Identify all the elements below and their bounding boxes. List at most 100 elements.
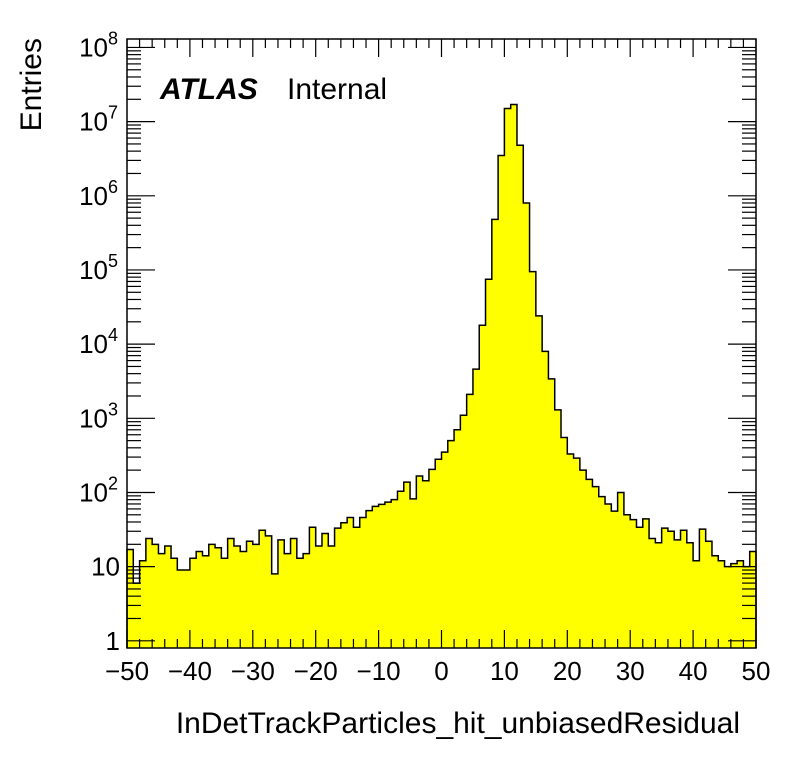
histogram-bar xyxy=(542,351,549,648)
histogram-bar xyxy=(221,558,229,648)
x-tick-label: −40 xyxy=(168,656,212,686)
histogram-bar xyxy=(246,541,254,648)
histogram-bar xyxy=(277,539,285,648)
histogram-bar xyxy=(516,145,524,649)
histogram-bar xyxy=(252,544,260,648)
histogram-bar xyxy=(699,529,707,648)
y-axis-ticks xyxy=(127,46,756,642)
x-axis-title: InDetTrackParticles_hit_unbiasedResidual xyxy=(176,707,740,740)
histogram-bar xyxy=(686,542,694,648)
histogram-bar xyxy=(636,527,644,648)
histogram-bar xyxy=(233,545,241,648)
histogram-bar xyxy=(391,499,398,648)
histogram-bar xyxy=(605,503,612,648)
x-tick-label: 50 xyxy=(742,656,771,686)
y-tick-exponent: 5 xyxy=(108,251,118,271)
y-tick-exponent: 8 xyxy=(108,28,118,48)
histogram-bar xyxy=(265,535,273,648)
y-tick-exponent: 6 xyxy=(108,177,118,197)
histogram-bar xyxy=(479,325,486,648)
histogram-bar xyxy=(171,558,178,648)
histogram-bar xyxy=(422,480,430,648)
histogram-bar xyxy=(139,560,147,648)
histogram-bar xyxy=(573,458,581,648)
histogram-bar xyxy=(661,528,669,648)
histogram-bar xyxy=(642,518,650,648)
histogram-bar xyxy=(296,558,304,648)
x-tick-label: 40 xyxy=(679,656,708,686)
histogram-bar xyxy=(617,492,625,648)
x-tick-label: −10 xyxy=(357,656,401,686)
atlas-status-label: Internal xyxy=(287,73,387,106)
histogram-bar xyxy=(384,502,392,648)
y-tick-exponent: 7 xyxy=(108,103,118,123)
histogram-bar xyxy=(397,491,405,648)
histogram-bar xyxy=(215,547,222,648)
y-tick-label: 1 xyxy=(106,626,120,656)
histogram-bar xyxy=(447,440,455,648)
histogram-bar xyxy=(730,563,738,648)
histogram-bar xyxy=(693,560,700,648)
y-tick-exponent: 3 xyxy=(108,399,118,419)
x-axis-tick-labels: −50 −40 −30 −20 −10 0 10 20 30 40 50 xyxy=(105,656,771,686)
histogram-bar xyxy=(366,510,373,648)
histogram-bar xyxy=(548,378,556,648)
histogram-bar xyxy=(202,555,210,648)
histogram-bar xyxy=(598,496,606,648)
histogram-bar xyxy=(743,566,751,648)
histogram-bar xyxy=(523,202,530,649)
histogram-bar xyxy=(472,369,480,648)
histogram-bar xyxy=(340,522,348,648)
histogram-bar xyxy=(535,315,543,648)
y-tick-exponent: 2 xyxy=(108,473,118,493)
histogram-bar xyxy=(315,545,323,648)
histogram-bar xyxy=(127,549,134,648)
histogram-bar xyxy=(441,452,449,648)
x-tick-label: 0 xyxy=(434,656,448,686)
histogram-bar xyxy=(460,415,468,648)
histogram-bar xyxy=(152,544,159,648)
histogram-bar xyxy=(737,560,744,648)
histogram-bar xyxy=(328,545,335,648)
x-tick-label: 20 xyxy=(553,656,582,686)
histogram-bar xyxy=(240,551,247,648)
histogram-bar xyxy=(321,533,329,648)
histogram-bar xyxy=(711,555,719,648)
atlas-label: ATLAS xyxy=(159,73,258,106)
histogram-bar xyxy=(567,454,574,648)
histogram-bar xyxy=(491,219,499,648)
y-axis-title: Entries xyxy=(15,38,48,131)
histogram-bar xyxy=(667,531,675,648)
histogram-outline xyxy=(126,103,757,648)
histogram-bar xyxy=(290,538,298,648)
histogram-bar xyxy=(372,506,379,648)
y-tick-exponent: 4 xyxy=(108,325,118,345)
histogram-bar xyxy=(227,538,235,648)
histogram-bar xyxy=(403,482,411,648)
histogram-bar xyxy=(347,517,354,648)
histogram-bar xyxy=(196,551,203,648)
histogram-bar xyxy=(177,570,185,648)
histogram-bar xyxy=(529,271,537,648)
histogram-bar xyxy=(718,560,725,648)
histogram-bar xyxy=(359,517,367,648)
histogram-bar xyxy=(271,573,279,648)
histogram-bar xyxy=(410,498,417,648)
histogram-bar xyxy=(334,528,342,648)
histogram-bar xyxy=(378,504,386,648)
histogram-bars xyxy=(127,104,757,649)
x-tick-label: −50 xyxy=(105,656,149,686)
histogram-bar xyxy=(183,570,191,648)
histogram-bar xyxy=(164,545,172,648)
histogram-bar xyxy=(649,538,656,648)
histogram-bar xyxy=(498,155,505,648)
histogram-bar xyxy=(623,514,631,648)
histogram-bar xyxy=(158,553,166,648)
x-axis-ticks xyxy=(126,39,757,648)
x-tick-label: 10 xyxy=(490,656,519,686)
histogram-bar xyxy=(561,437,568,648)
histogram-bar xyxy=(428,469,436,648)
histogram-bar xyxy=(145,538,153,648)
histogram-bar xyxy=(208,544,216,648)
histogram-bar xyxy=(611,511,619,648)
